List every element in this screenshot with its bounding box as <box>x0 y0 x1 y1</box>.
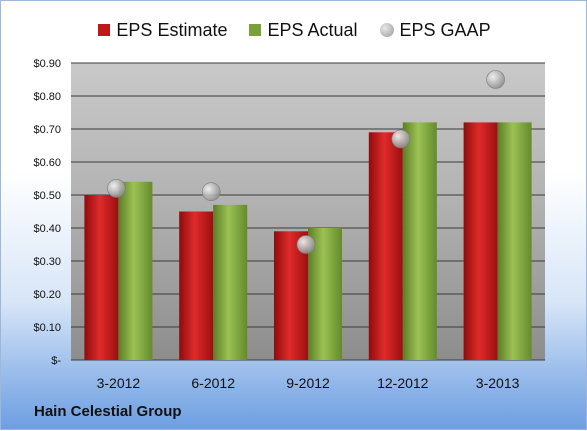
point-eps-gaap <box>201 182 221 201</box>
bar-eps-estimate <box>368 132 403 360</box>
legend-item-eps-gaap: EPS GAAP <box>379 19 491 41</box>
bar-eps-actual <box>118 181 153 360</box>
y-tick-label: $0.90 <box>33 58 61 70</box>
legend-item-eps-estimate: EPS Estimate <box>98 20 227 41</box>
bar-eps-actual <box>497 122 532 361</box>
legend-swatch-eps-actual <box>249 24 262 36</box>
point-eps-gaap <box>296 235 316 254</box>
y-tick-label: $0.10 <box>33 322 61 334</box>
bar-eps-actual <box>402 122 437 361</box>
y-tick-label: $- <box>51 355 61 367</box>
x-tick-label: 12-2012 <box>377 375 429 391</box>
legend-label-eps-estimate: EPS Estimate <box>116 19 228 40</box>
bars <box>84 122 532 361</box>
y-tick-label: $0.70 <box>33 124 61 136</box>
legend-label-eps-actual: EPS Actual <box>267 19 358 40</box>
y-tick-label: $0.80 <box>33 91 61 103</box>
x-tick-label: 3-2012 <box>97 375 141 391</box>
gaap-points <box>107 70 505 254</box>
x-tick-label: 3-2013 <box>476 375 520 391</box>
legend-swatch-eps-gaap <box>379 23 394 37</box>
y-tick-label: $0.60 <box>33 157 61 169</box>
y-tick-label: $0.30 <box>33 256 61 268</box>
bar-eps-actual <box>213 204 248 360</box>
point-eps-gaap <box>107 179 126 198</box>
point-eps-gaap <box>391 129 411 149</box>
bar-eps-estimate <box>84 195 119 360</box>
legend: EPS Estimate EPS Actual EPS GAAP <box>1 15 587 45</box>
x-axis-tick-labels: 3-2012 6-2012 9-2012 12-2012 3-2013 <box>97 375 520 391</box>
point-eps-gaap <box>486 70 505 89</box>
y-tick-label: $0.50 <box>33 190 61 202</box>
y-tick-label: $0.40 <box>33 223 61 235</box>
x-tick-label: 6-2012 <box>191 375 235 391</box>
x-tick-label: 9-2012 <box>286 375 330 391</box>
bar-eps-actual <box>308 228 342 360</box>
y-axis-tick-labels: $- $0.10 $0.20 $0.30 $0.40 $0.50 $0.60 $0.70 $0.… <box>33 58 61 367</box>
bar-eps-estimate <box>463 122 498 361</box>
legend-swatch-eps-estimate <box>98 24 111 36</box>
legend-item-eps-actual: EPS Actual <box>249 19 358 41</box>
bar-eps-estimate <box>179 211 214 360</box>
legend-label-eps-gaap: EPS GAAP <box>399 19 491 40</box>
y-tick-label: $0.20 <box>33 289 61 301</box>
company-title: Hain Celestial Group <box>34 403 182 420</box>
